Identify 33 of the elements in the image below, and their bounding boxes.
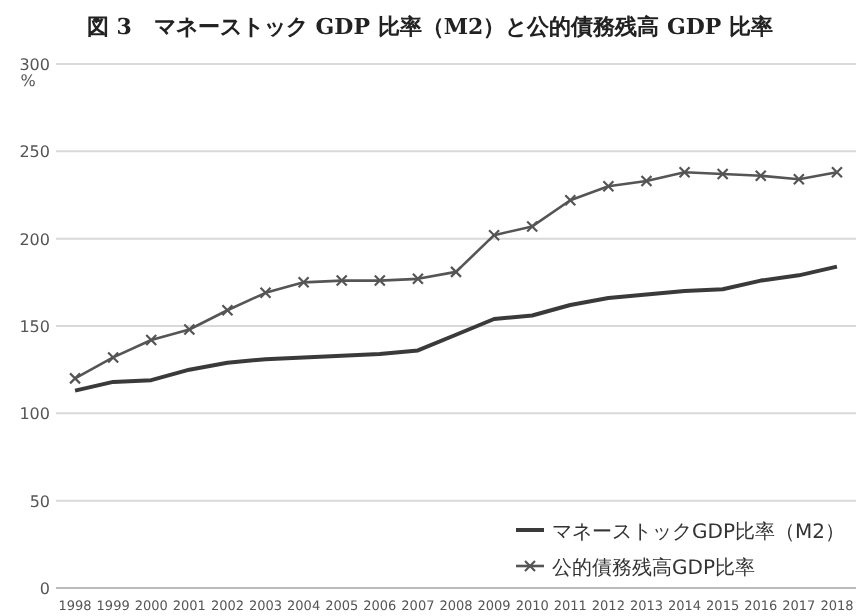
point <box>68 372 82 385</box>
point <box>678 166 691 179</box>
line-series <box>73 264 839 393</box>
y-axis-title: % <box>20 72 37 90</box>
point <box>221 304 234 317</box>
point <box>754 169 767 182</box>
point <box>183 323 196 336</box>
point <box>411 272 424 285</box>
point <box>145 333 158 347</box>
point <box>830 166 844 179</box>
point <box>107 351 120 364</box>
point <box>297 276 310 289</box>
point <box>259 286 272 299</box>
y-tick-label: 0 <box>39 580 50 598</box>
point <box>488 229 501 242</box>
chart-title: 図 3 マネーストック GDP 比率（M2）と公的債務残高 GDP 比率 <box>86 14 774 40</box>
point <box>526 220 539 233</box>
y-tick-label: 50 <box>29 492 50 511</box>
y-tick-label: 100 <box>19 405 50 424</box>
point <box>373 274 386 287</box>
y-tick-label: 150 <box>19 318 50 336</box>
point <box>602 180 615 193</box>
point <box>449 265 463 278</box>
point <box>716 167 729 181</box>
point <box>335 274 348 287</box>
y-tick-label: 200 <box>19 230 50 249</box>
legend-label: 公的債務残高GDP比率 <box>552 556 755 580</box>
point <box>564 194 577 207</box>
legend-label: マネーストックGDP比率（M2） <box>552 520 845 544</box>
point <box>640 174 653 188</box>
y-tick-label: 300 <box>19 56 50 74</box>
y-tick-label: 250 <box>19 143 50 162</box>
point <box>792 173 805 186</box>
